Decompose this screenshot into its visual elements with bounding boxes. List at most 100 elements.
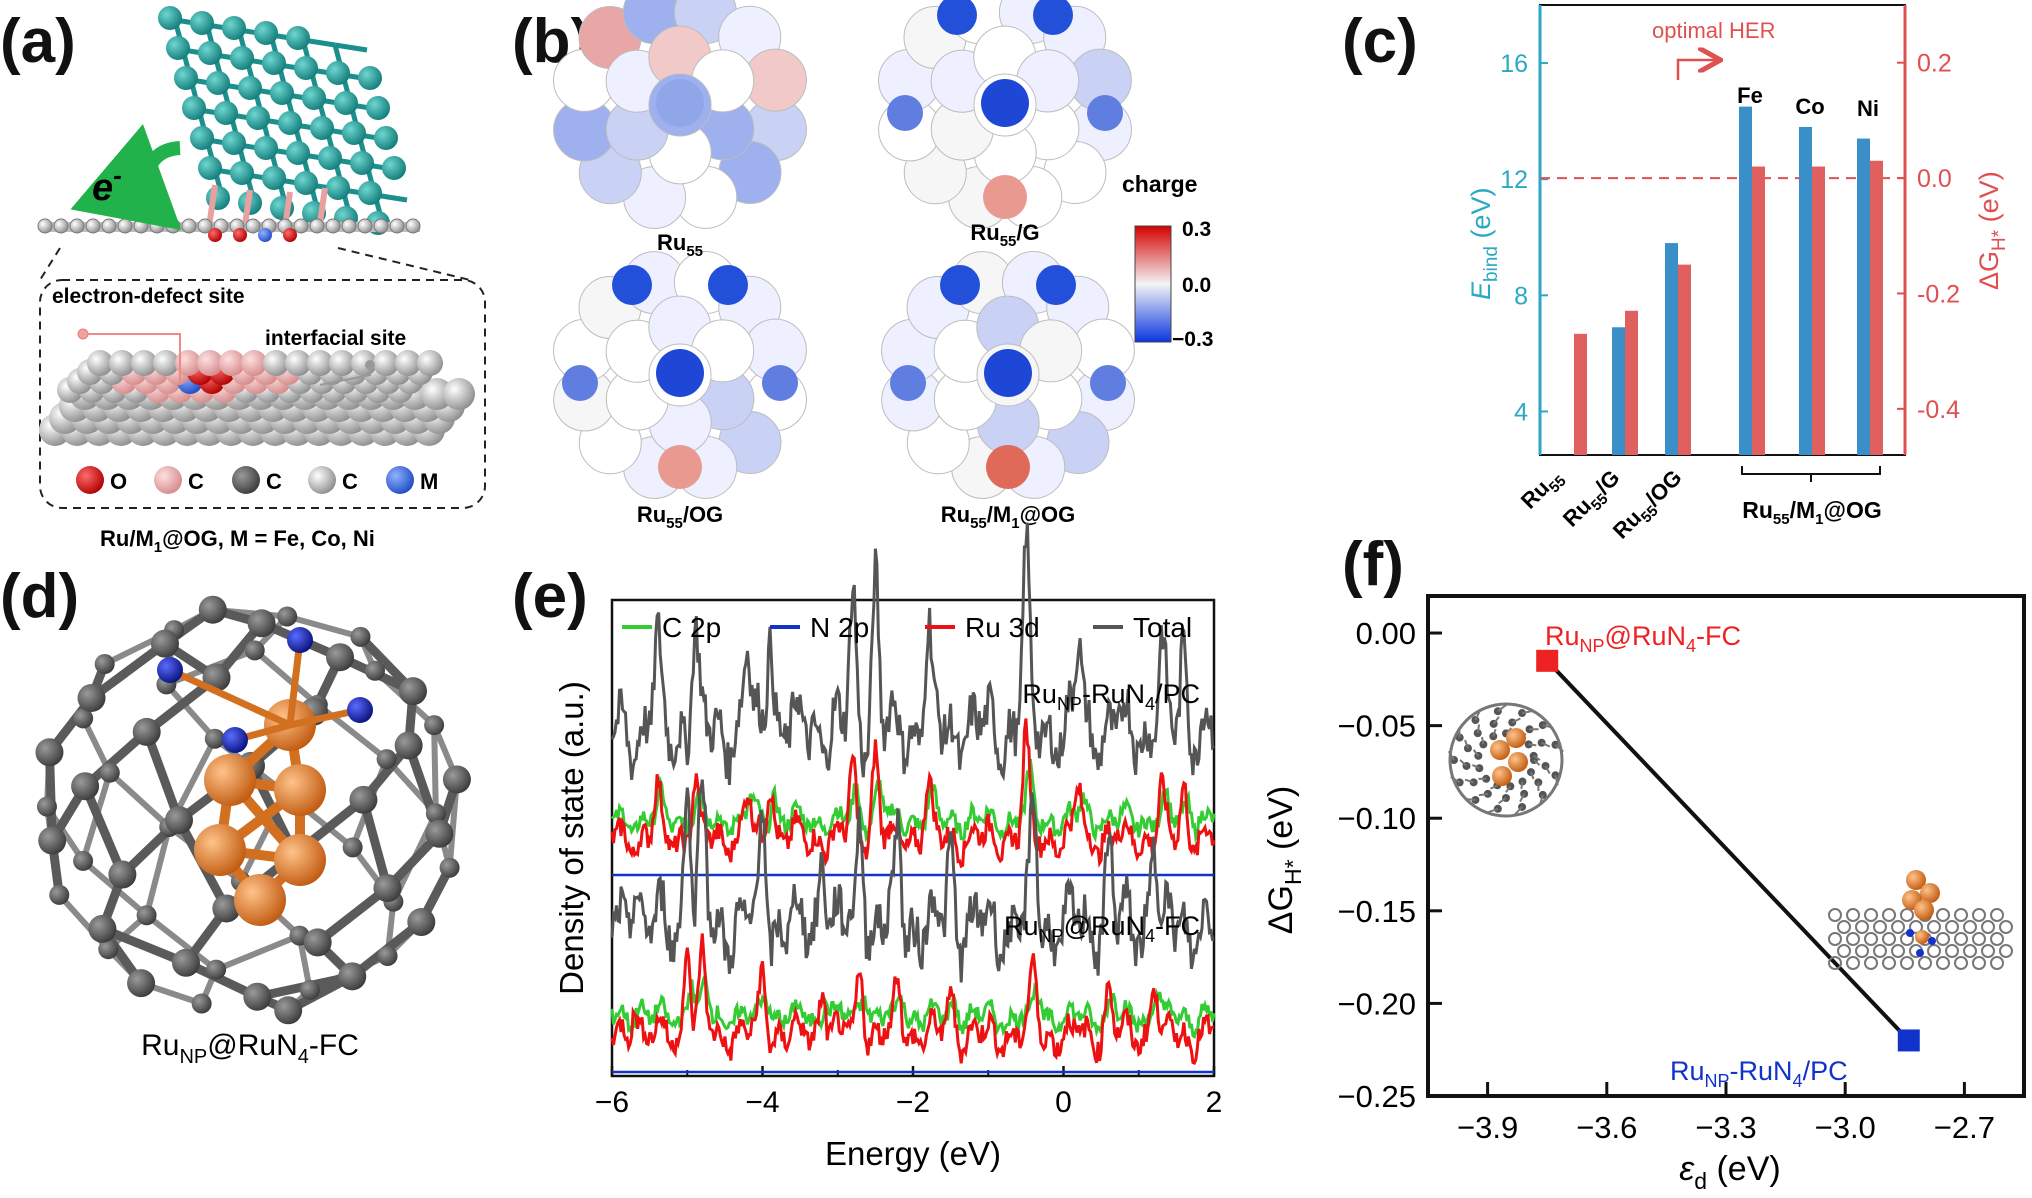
bar-dg [1678, 264, 1691, 455]
point-label-pc: RuNP-RuN4/PC [1670, 1056, 1848, 1091]
inset-graphene-ring [1900, 908, 1914, 922]
ru-atom [286, 26, 310, 50]
inset-graphene-ring [1999, 920, 2013, 934]
inset-graphene-ring [1891, 920, 1905, 934]
ru-atom [222, 16, 246, 40]
carbon-atom [299, 979, 320, 1000]
structure-insets [1447, 702, 2013, 970]
inset-ru-atom [1906, 870, 1926, 890]
inset-graphene-ring [1963, 920, 1977, 934]
x-tick-label: −3.9 [1457, 1110, 1518, 1145]
charge-clusters [553, 0, 1135, 499]
carbon-atom [191, 993, 212, 1014]
cluster-atom [562, 365, 598, 401]
inset-graphene-ring [1873, 944, 1887, 958]
inset-graphene-ring [1936, 932, 1950, 946]
ru-atom [230, 161, 254, 185]
carbon-atom [425, 803, 446, 824]
metal-label-fe: Fe [1737, 83, 1763, 108]
colorbar-tick-min: −0.3 [1172, 328, 1213, 351]
panel-a-label: (a) [0, 7, 76, 76]
carbon-atom [338, 962, 367, 991]
system-label-pc: RuNP-RuN4/PC [1022, 679, 1200, 714]
ru-atom [262, 166, 286, 190]
ru-atom [190, 126, 214, 150]
ru3d-curve [610, 718, 1216, 869]
y2-tick-label: -0.4 [1917, 396, 1960, 424]
optimal-her-arrow-icon [1676, 60, 1718, 80]
ru-atom [358, 181, 382, 205]
cluster-atom [887, 95, 923, 131]
carbon-atom [165, 806, 194, 835]
carbon-atom [376, 749, 397, 770]
inset-graphene-ring [1855, 920, 1869, 934]
carbon-atom [53, 218, 69, 234]
inset-graphene-ring [1918, 956, 1932, 970]
inset-graphene-ring [1990, 956, 2004, 970]
cluster-atom [937, 0, 977, 35]
ru-atom [190, 11, 214, 35]
ru-atom [358, 66, 382, 90]
inset-n-atom [1916, 949, 1924, 957]
ru-atom [214, 101, 238, 125]
axes-f: −3.9 −3.6 −3.3 −3.0 −2.7 0.00 −0.05 −0.10 −0.15 −… [1338, 616, 1995, 1145]
carbon-atom [77, 683, 106, 712]
ru-atom [342, 121, 366, 145]
cluster-atom [983, 175, 1027, 219]
inset-graphene-ring [1954, 956, 1968, 970]
panel-f-label: (f) [1342, 530, 1404, 599]
inset-ru-single [1915, 930, 1929, 944]
cluster-atom [658, 445, 702, 489]
legend-label: N 2p [810, 612, 869, 643]
carbon-atom [243, 982, 272, 1011]
group-label-ru55-m1-og: Ru55/M1@OG [1742, 497, 1881, 528]
carbon-atom [245, 218, 261, 234]
bar-ebind [1739, 106, 1752, 455]
bar-dg [1752, 166, 1765, 456]
metal-label-co: Co [1795, 94, 1824, 119]
ru-atom [204, 754, 256, 806]
inset-slab [39, 350, 475, 446]
carbon-atom [439, 857, 460, 878]
cluster-label-ru55-m1-og: Ru55/M1@OG [941, 502, 1076, 532]
inset-box [39, 279, 486, 509]
carbon-atom [293, 218, 309, 234]
bar-dg [1870, 160, 1883, 455]
system-label-fc: RuNP@RuN4-FC [1004, 911, 1200, 946]
legend-label: Ru 3d [965, 612, 1040, 643]
cluster-atom [1033, 0, 1073, 35]
carbon-atom [36, 796, 57, 817]
trend-line [1545, 659, 1911, 1042]
ru-atom [270, 81, 294, 105]
y-axis-label-f: ΔGH* (eV) [1262, 786, 1306, 934]
y2-axis-label-c: ΔGH* (eV) [1974, 171, 2010, 290]
inset-ru-atom [1508, 752, 1528, 772]
x-tick-label: −6 [595, 1086, 629, 1119]
carbon-atom [98, 939, 119, 960]
cluster-atom [612, 265, 652, 305]
panel-c-label: (c) [1342, 7, 1418, 76]
ru-atom [182, 96, 206, 120]
ru-atom [326, 176, 350, 200]
carbon-atom [389, 218, 405, 234]
inset-graphene-ring [1954, 908, 1968, 922]
electron-defect-label: electron-defect site [52, 285, 245, 308]
carbon-atom [326, 643, 355, 672]
ru-atom [194, 824, 246, 876]
inset-graphene-ring [1972, 932, 1986, 946]
y1-tick-label: 12 [1500, 166, 1528, 194]
cluster-label-ru55-og: Ru55/OG [637, 502, 723, 532]
carbon-atom [349, 785, 378, 814]
carbon-atom [206, 959, 227, 980]
colorbar-title: charge [1122, 171, 1197, 197]
cluster-atom [1036, 265, 1076, 305]
ru-atom [278, 111, 302, 135]
legend-e: C 2p N 2p Ru 3d Total [622, 612, 1192, 643]
bar-ebind [1665, 243, 1678, 455]
inset-graphene-ring [1873, 920, 1887, 934]
inset-ru-atom [1490, 740, 1510, 760]
x-tick-label: −3.6 [1576, 1110, 1637, 1145]
ru-atom [310, 116, 334, 140]
carbon-atom [373, 218, 389, 234]
